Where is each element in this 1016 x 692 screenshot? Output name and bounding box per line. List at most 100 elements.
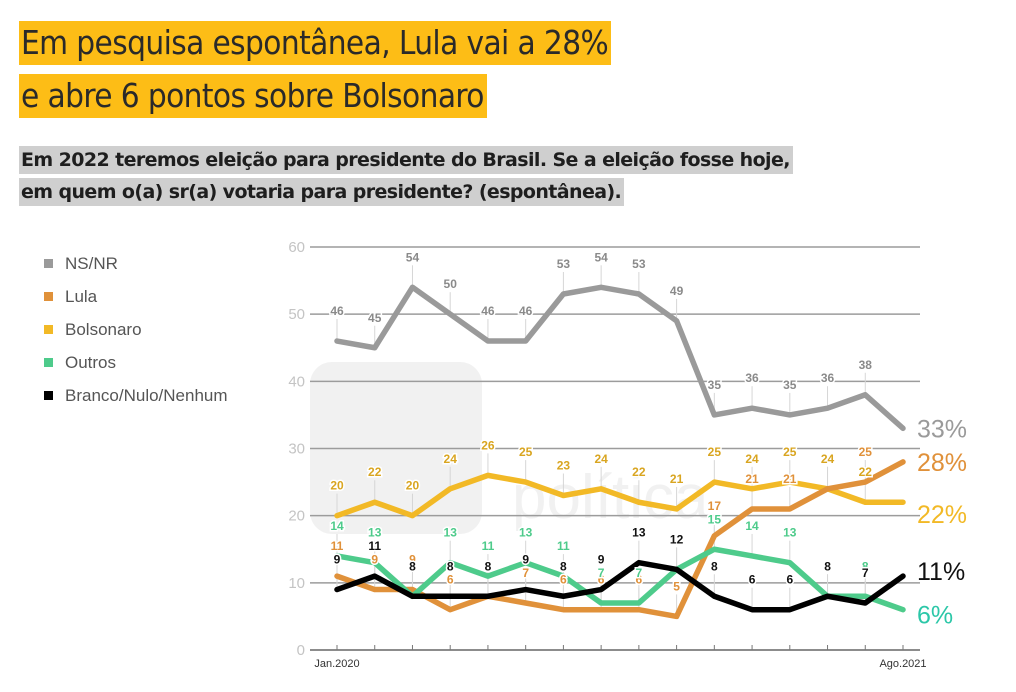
data-label: 13 [444,526,458,540]
data-label: 53 [632,257,646,271]
series-line-ns-nr [334,284,906,432]
data-label: 38 [859,358,873,372]
data-label: 20 [330,479,344,493]
data-label: 8 [485,559,492,573]
legend-swatch [44,391,53,400]
data-label: 8 [862,559,869,573]
data-label: 21 [745,472,759,486]
legend-label: Outros [65,352,117,372]
data-label: 35 [783,378,797,392]
data-label: 8 [711,559,718,573]
x-tick-label: Ago.2021 [879,658,926,670]
data-label: 36 [821,371,835,385]
data-label: 11 [368,539,381,553]
data-label: 24 [821,452,835,466]
gridlines [310,246,920,651]
data-label: 11 [482,539,495,553]
series-line-lula [334,459,906,620]
data-label: 53 [557,257,571,271]
y-tick-label: 50 [288,306,305,323]
data-label: 50 [444,277,458,291]
data-label: 25 [783,445,797,459]
legend-swatch [44,325,53,334]
data-label: 6 [749,573,756,587]
data-label: 49 [670,284,684,298]
subtitle-line-2: em quem o(a) sr(a) votaria para presiden… [19,178,625,206]
legend-swatch [44,292,53,301]
legend-item: Lula [44,280,228,313]
data-label: 13 [519,526,533,540]
y-tick-label: 20 [288,508,305,525]
data-label: 26 [481,438,495,452]
chart-legend: NS/NR Lula Bolsonaro Outros Branco/Nulo/Nenh… [44,247,228,412]
legend-label: Lula [65,286,98,306]
y-tick-label: 0 [297,642,305,659]
data-label: 46 [330,304,344,318]
data-label: 13 [632,526,646,540]
subtitle-line-1: Em 2022 teremos eleição para presidente … [19,146,793,174]
legend-item: Bolsonaro [44,313,228,346]
end-label: 28% [917,449,967,477]
series-line-bolsonaro [334,472,906,519]
data-label: 8 [447,559,454,573]
data-label: 24 [745,452,759,466]
data-label: 21 [670,472,684,486]
title-line-1: Em pesquisa espontânea, Lula vai a 28% [19,21,612,65]
legend-swatch [44,259,53,268]
data-label: 7 [862,566,869,580]
end-label: 11% [917,558,965,586]
data-label: 25 [708,445,722,459]
legend-label: Branco/Nulo/Nenhum [65,385,228,405]
data-label: 45 [368,311,382,325]
data-label: 8 [485,559,492,573]
data-label: 7 [598,566,605,580]
y-tick-label: 10 [288,575,305,592]
series-line-outros [334,546,906,613]
data-label: 12 [670,532,684,546]
data-label: 6 [560,573,567,587]
data-label: 8 [409,559,416,573]
data-label: 14 [745,519,759,533]
data-label: 9 [371,553,378,567]
data-label: 8 [560,559,567,573]
data-label: 6 [636,573,643,587]
data-label: 15 [708,512,722,526]
data-label: 54 [406,250,420,264]
data-label: 9 [334,553,341,567]
legend-label: Bolsonaro [65,319,142,339]
data-label: 6 [447,573,454,587]
data-label: 22 [632,465,646,479]
y-axis: 0 10 20 30 40 50 60 [288,239,305,659]
y-tick-label: 30 [288,441,305,458]
data-label: 46 [481,304,495,318]
legend-item: Branco/Nulo/Nenhum [44,379,228,412]
data-label: 54 [594,250,608,264]
data-label: 13 [368,526,382,540]
data-label: 24 [444,452,458,466]
data-label: 12 [670,532,684,546]
legend-item: NS/NR [44,247,228,280]
x-tick-label: Jan.2020 [314,658,359,670]
data-label: 6 [598,573,605,587]
end-label: 22% [917,501,967,529]
data-label: 20 [406,479,420,493]
data-label: 35 [708,378,722,392]
data-label: 22 [368,465,382,479]
data-label: 8 [824,559,831,573]
data-label: 25 [859,445,873,459]
data-label: 46 [519,304,533,318]
data-label: 22 [859,465,873,479]
title-line-2: e abre 6 pontos sobre Bolsonaro [19,74,487,118]
series-line-branco-nulo-nenhum [334,559,906,613]
data-label: 9 [522,553,529,567]
data-label: 6 [786,573,793,587]
end-label: 33% [917,415,967,443]
legend-label: NS/NR [65,253,118,273]
data-label: 9 [409,553,416,567]
data-label: 21 [783,472,797,486]
data-label: 24 [821,452,835,466]
legend-item: Outros [44,346,228,379]
y-tick-label: 60 [288,239,305,256]
legend-swatch [44,358,53,367]
end-labels: 33% 28% 22% 6% 11% [917,415,967,629]
